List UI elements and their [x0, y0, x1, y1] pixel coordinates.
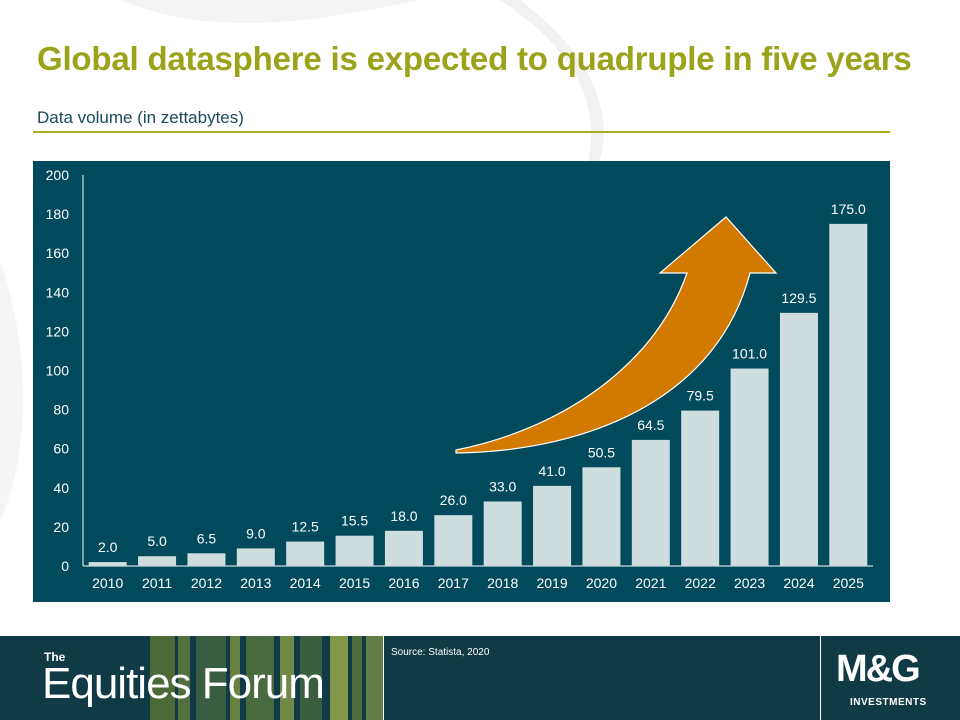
page-title: Global datasphere is expected to quadrup…	[37, 40, 912, 77]
value-label: 9.0	[246, 525, 266, 541]
source-note: Source: Statista, 2020	[391, 647, 490, 658]
footer	[0, 636, 960, 720]
value-label: 33.0	[489, 478, 516, 494]
y-tick-label: 180	[46, 206, 70, 222]
y-tick-label: 0	[61, 558, 69, 574]
value-label: 18.0	[390, 508, 417, 524]
x-tick-label: 2019	[536, 575, 567, 591]
x-tick-label: 2020	[586, 575, 617, 591]
y-tick-label: 120	[46, 323, 70, 339]
x-tick-label: 2017	[438, 575, 469, 591]
logo-subtext: INVESTMENTS	[850, 697, 927, 708]
bar-2023	[730, 368, 769, 566]
value-label: 50.5	[588, 444, 615, 460]
value-label: 64.5	[637, 417, 664, 433]
x-tick-label: 2012	[191, 575, 222, 591]
value-label: 79.5	[687, 388, 714, 404]
value-label: 15.5	[341, 513, 368, 529]
bar-2020	[582, 467, 621, 566]
x-tick-label: 2011	[142, 575, 172, 591]
value-label: 101.0	[732, 346, 767, 362]
bar-2022	[681, 410, 720, 566]
bar-chart: 0 20 40 60 80 100 120 140 160 180 200 2.0 5.0 6.5 9.0…	[46, 167, 873, 591]
x-tick-label: 2023	[734, 575, 765, 591]
value-label: 12.5	[292, 519, 319, 535]
value-label: 175.0	[831, 201, 866, 217]
logo-text: M&G	[836, 648, 921, 690]
x-axis-ticks: 2010 2011 2012 2013 2014 2015 2016 2017 2018 2019…	[92, 575, 864, 591]
bar-2012	[187, 553, 226, 566]
bars	[88, 223, 868, 566]
bar-2017	[434, 515, 473, 566]
x-tick-label: 2018	[487, 575, 518, 591]
y-tick-label: 140	[46, 284, 70, 300]
brand-name: Equities Forum	[42, 659, 325, 708]
brand-prefix: The	[44, 650, 66, 664]
logo	[821, 636, 960, 720]
value-label: 5.0	[147, 533, 167, 549]
x-tick-label: 2022	[685, 575, 716, 591]
y-tick-label: 60	[53, 441, 69, 457]
chart-subtitle: Data volume (in zettabytes)	[37, 108, 244, 127]
bar-2014	[286, 541, 325, 566]
y-tick-label: 100	[46, 363, 70, 379]
x-tick-label: 2016	[388, 575, 419, 591]
background-swirl	[120, 0, 604, 230]
x-tick-label: 2010	[92, 575, 123, 591]
value-label: 41.0	[538, 463, 565, 479]
y-tick-label: 80	[53, 402, 69, 418]
footer-divider	[820, 636, 821, 720]
x-tick-label: 2025	[833, 575, 864, 591]
value-labels: 2.0 5.0 6.5 9.0 12.5 15.5 18.0 26.0 33.0 41.0 50.5…	[98, 201, 866, 555]
x-tick-label: 2015	[339, 575, 370, 591]
x-tick-label: 2021	[635, 575, 666, 591]
bar-2024	[779, 312, 818, 566]
y-tick-label: 40	[53, 480, 69, 496]
chart-panel: 0 20 40 60 80 100 120 140 160 180 200 2.0 5.0 6.5 9.0…	[33, 161, 890, 602]
x-tick-label: 2024	[783, 575, 814, 591]
footer-divider	[383, 636, 384, 720]
growth-arrow-icon	[455, 216, 778, 454]
bar-2013	[236, 548, 275, 566]
y-tick-label: 200	[46, 167, 70, 183]
y-tick-label: 160	[46, 245, 70, 261]
bar-2025	[829, 223, 868, 566]
y-axis-ticks: 0 20 40 60 80 100 120 140 160 180 200	[46, 167, 70, 574]
x-tick-label: 2013	[240, 575, 271, 591]
bar-2015	[335, 535, 374, 566]
bar-2021	[631, 439, 670, 566]
bar-2018	[483, 501, 522, 566]
bar-2011	[138, 556, 177, 566]
value-label: 26.0	[440, 492, 467, 508]
title-divider	[33, 131, 890, 133]
bar-2010	[88, 562, 127, 566]
y-tick-label: 20	[53, 519, 69, 535]
bar-2016	[384, 530, 423, 566]
value-label: 129.5	[781, 290, 816, 306]
value-label: 2.0	[98, 539, 118, 555]
value-label: 6.5	[197, 530, 217, 546]
bar-2019	[533, 485, 572, 566]
x-tick-label: 2014	[290, 575, 321, 591]
footer-stripes	[0, 636, 383, 720]
